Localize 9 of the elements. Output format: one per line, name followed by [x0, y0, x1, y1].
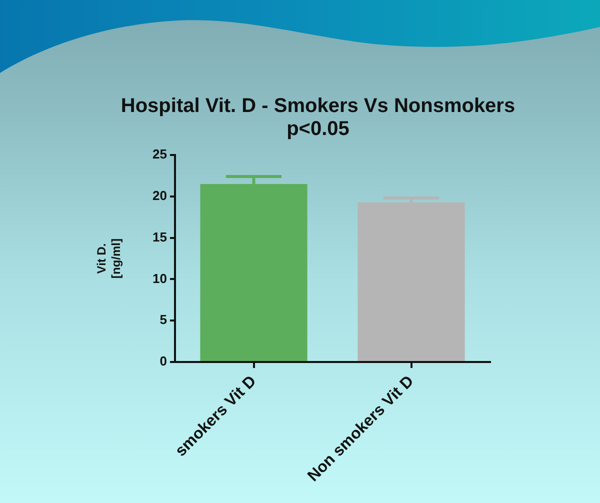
- y-tick-label: 25: [152, 146, 167, 162]
- y-axis-title: Vit D. [ng/ml]: [94, 238, 123, 278]
- y-tick-label: 10: [152, 270, 167, 286]
- y-tick-label: 0: [160, 354, 167, 369]
- y-tick-label: 20: [152, 188, 167, 203]
- y-tick-label: 5: [160, 312, 167, 328]
- chart-title: Hospital Vit. D - Smokers Vs Nonsmokers: [120, 95, 516, 118]
- chart-subtitle: p<0.05: [286, 118, 350, 141]
- y-tick-label: 15: [152, 229, 167, 244]
